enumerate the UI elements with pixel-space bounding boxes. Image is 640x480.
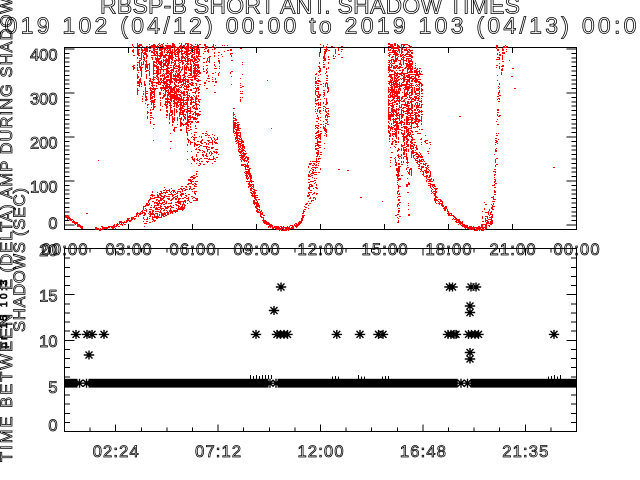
svg-text:12:00: 12:00 bbox=[298, 443, 344, 461]
svg-text:21:00: 21:00 bbox=[490, 241, 536, 259]
svg-text:12:00: 12:00 bbox=[298, 241, 344, 259]
svg-text:06:00: 06:00 bbox=[170, 241, 216, 259]
svg-text:0: 0 bbox=[48, 417, 57, 435]
svg-text:03:00: 03:00 bbox=[106, 241, 152, 259]
svg-text:00:00: 00:00 bbox=[42, 241, 88, 259]
svg-text:18:00: 18:00 bbox=[426, 241, 472, 259]
svg-text:15:00: 15:00 bbox=[362, 241, 408, 259]
svg-text:07:12: 07:12 bbox=[195, 443, 241, 461]
svg-text:02:24: 02:24 bbox=[93, 443, 139, 461]
svg-text:200: 200 bbox=[30, 134, 58, 152]
svg-text:TIME BETWEEN: TIME BETWEEN bbox=[0, 314, 16, 462]
svg-text:300: 300 bbox=[30, 90, 58, 108]
svg-text:00:00: 00:00 bbox=[554, 241, 600, 259]
svg-text:SHADOWS (SEC): SHADOWS (SEC) bbox=[11, 188, 29, 332]
svg-text:RBSP-B SHORT ANT. SHADOW TIMES: RBSP-B SHORT ANT. SHADOW TIMES bbox=[100, 0, 520, 19]
svg-text:20: 20 bbox=[39, 242, 57, 260]
svg-text:5: 5 bbox=[48, 379, 57, 397]
svg-text:10: 10 bbox=[39, 333, 57, 351]
svg-text:09:00: 09:00 bbox=[234, 241, 280, 259]
svg-text:E (DELTA) AMP DURING SHADOW: E (DELTA) AMP DURING SHADOW bbox=[0, 0, 16, 290]
svg-text:400: 400 bbox=[30, 46, 58, 64]
svg-text:16:48: 16:48 bbox=[400, 443, 446, 461]
svg-text:15: 15 bbox=[39, 288, 57, 306]
svg-text:100: 100 bbox=[30, 178, 58, 196]
svg-text:21:35: 21:35 bbox=[502, 443, 548, 461]
svg-text:2019 102 (04/12) 00:00 to 2019: 2019 102 (04/12) 00:00 to 2019 103 (04/1… bbox=[0, 13, 640, 39]
svg-text:0: 0 bbox=[48, 215, 57, 233]
